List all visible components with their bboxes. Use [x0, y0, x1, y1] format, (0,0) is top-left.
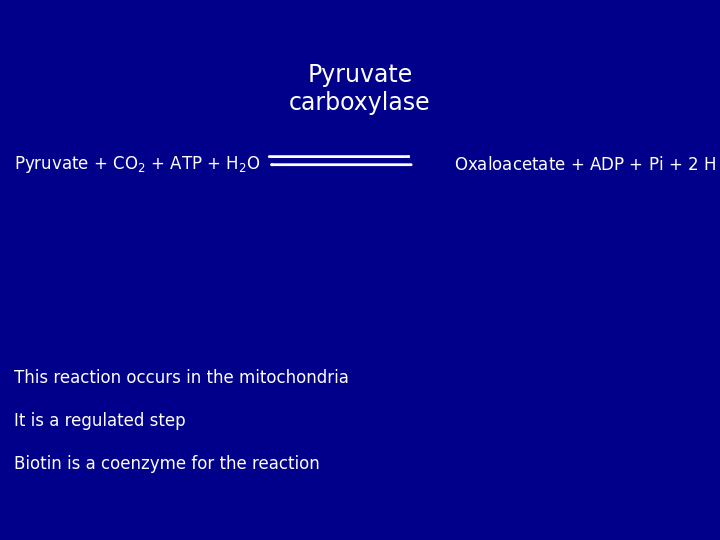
Text: It is a regulated step: It is a regulated step: [14, 412, 186, 430]
Text: Biotin is a coenzyme for the reaction: Biotin is a coenzyme for the reaction: [14, 455, 320, 474]
Text: Pyruvate
carboxylase: Pyruvate carboxylase: [289, 63, 431, 116]
Text: This reaction occurs in the mitochondria: This reaction occurs in the mitochondria: [14, 369, 349, 387]
Text: Pyruvate + CO$_2$ + ATP + H$_2$O: Pyruvate + CO$_2$ + ATP + H$_2$O: [14, 154, 261, 175]
Text: Oxaloacetate + ADP + Pi + 2 H$^+$: Oxaloacetate + ADP + Pi + 2 H$^+$: [454, 155, 720, 174]
